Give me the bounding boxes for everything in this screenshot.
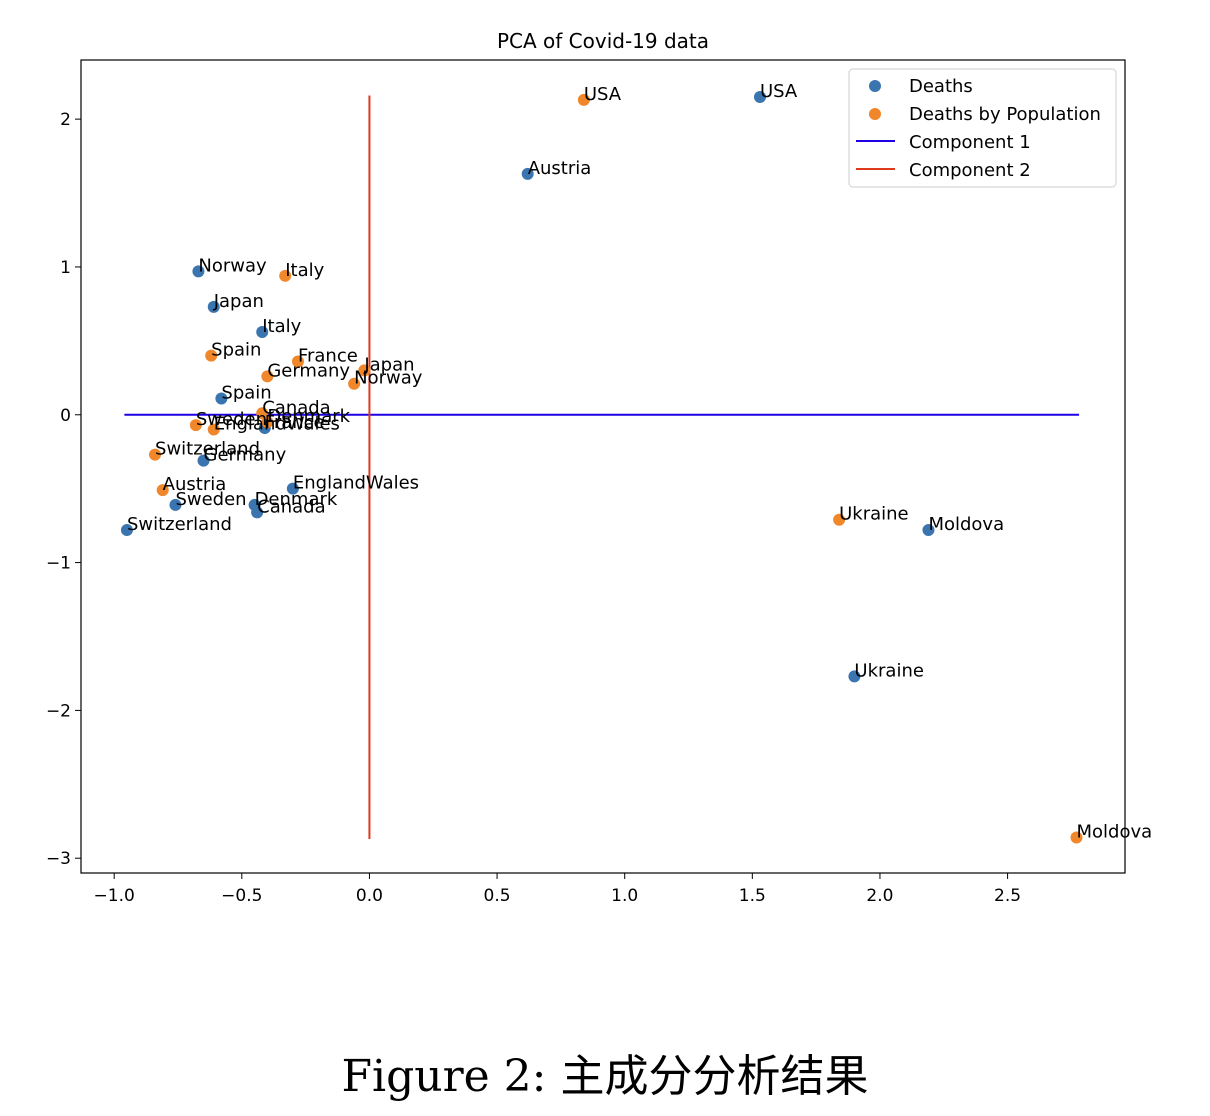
deaths-point-ukraine [848, 670, 861, 683]
deaths-by-population-label-canada: Canada [262, 397, 331, 418]
x-tick-label: 1.5 [739, 886, 766, 906]
deaths-point-austria [521, 167, 534, 180]
deaths-by-population-label-sweden: Sweden [196, 409, 267, 430]
point-labels: USAAustriaNorwayJapanItalySpainFranceGer… [127, 81, 1152, 843]
pca-scatter-chart: PCA of Covid-19 data USAAustriaNorwayJap… [46, 29, 1152, 906]
legend-label-component-2: Component 2 [909, 160, 1031, 181]
deaths-by-population-point-ukraine [833, 513, 846, 526]
legend-marker-deaths-by-population [869, 108, 881, 120]
deaths-point-italy [256, 325, 269, 338]
x-tick-label: 0.0 [356, 886, 383, 906]
x-tick-label: −1.0 [94, 886, 135, 906]
deaths-by-population-label-austria: Austria [163, 474, 227, 495]
deaths-label-usa: USA [760, 81, 798, 102]
legend-label-component-1: Component 1 [909, 132, 1031, 153]
deaths-label-italy: Italy [262, 316, 301, 337]
data-points [120, 90, 1083, 844]
deaths-label-japan: Japan [213, 291, 264, 312]
deaths-label-denmark: Denmark [255, 489, 338, 510]
deaths-label-moldova: Moldova [928, 514, 1004, 535]
deaths-label-canada: Canada [257, 496, 326, 517]
deaths-label-norway: Norway [198, 255, 267, 276]
deaths-point-japan [207, 300, 220, 313]
deaths-point-usa [753, 90, 766, 103]
y-tick-label: 1 [60, 258, 71, 278]
deaths-by-population-point-japan [358, 364, 371, 377]
x-tick-label: 0.5 [484, 886, 511, 906]
deaths-by-population-point-usa [577, 93, 590, 106]
x-tick-label: 1.0 [611, 886, 638, 906]
legend-label-deaths: Deaths [909, 76, 973, 97]
x-tick-label: 2.0 [866, 886, 893, 906]
legend-box [848, 68, 1117, 188]
deaths-point-spain [215, 392, 228, 405]
legend-label-deaths-by-population: Deaths by Population [909, 104, 1101, 125]
deaths-by-population-label-usa: USA [584, 84, 622, 105]
figure-caption: Figure 2: 主成分分析结果 [341, 1051, 869, 1102]
deaths-by-population-point-canada [256, 407, 269, 420]
y-tick-label: 0 [60, 406, 71, 426]
deaths-by-population-point-france [291, 355, 304, 368]
deaths-point-canada [251, 506, 264, 519]
deaths-point-switzerland [120, 524, 133, 537]
deaths-label-sweden: Sweden [175, 489, 246, 510]
deaths-by-population-point-spain [205, 349, 218, 362]
deaths-point-sweden [169, 498, 182, 511]
deaths-label-austria: Austria [528, 158, 592, 179]
deaths-by-population-point-sweden [189, 419, 202, 432]
deaths-by-population-point-norway [348, 377, 361, 390]
deaths-by-population-label-ukraine: Ukraine [839, 504, 909, 525]
deaths-by-population-point-englandwales [207, 423, 220, 436]
deaths-point-norway [192, 265, 205, 278]
deaths-by-population-point-austria [156, 484, 169, 497]
deaths-by-population-point-denmark [261, 416, 274, 429]
component-lines [124, 95, 1080, 840]
y-tick-label: 2 [60, 110, 71, 130]
x-tick-label: 2.5 [994, 886, 1021, 906]
deaths-point-moldova [922, 524, 935, 537]
deaths-by-population-point-germany [261, 370, 274, 383]
deaths-by-population-label-italy: Italy [285, 260, 324, 281]
deaths-label-spain: Spain [221, 383, 271, 404]
deaths-by-population-label-france: France [298, 346, 358, 367]
deaths-point-germany [197, 454, 210, 467]
y-tick-label: −2 [46, 701, 71, 721]
plot-area [80, 59, 1126, 874]
y-tick-label: −1 [46, 554, 71, 574]
deaths-by-population-point-italy [279, 269, 292, 282]
deaths-by-population-label-denmark: Denmark [267, 406, 350, 427]
deaths-label-france: France [265, 412, 325, 433]
deaths-by-population-label-japan: Japan [363, 354, 414, 375]
deaths-by-population-label-germany: Germany [267, 360, 350, 381]
deaths-by-population-point-moldova [1070, 831, 1083, 844]
deaths-by-population-label-norway: Norway [354, 368, 423, 389]
deaths-point-englandwales [286, 482, 299, 495]
deaths-by-population-label-moldova: Moldova [1077, 822, 1153, 843]
y-tick-label: −3 [46, 849, 71, 869]
deaths-label-germany: Germany [204, 445, 287, 466]
deaths-by-population-label-englandwales: EnglandWales [214, 414, 340, 435]
deaths-by-population-label-spain: Spain [211, 340, 261, 361]
legend: Deaths Deaths by Population Component 1 … [848, 68, 1117, 188]
legend-marker-deaths [869, 80, 881, 92]
chart-title: PCA of Covid-19 data [497, 29, 709, 53]
deaths-label-switzerland: Switzerland [127, 514, 232, 535]
x-tick-label: −0.5 [221, 886, 262, 906]
deaths-by-population-point-switzerland [149, 448, 162, 461]
deaths-label-englandwales: EnglandWales [293, 473, 419, 494]
deaths-by-population-label-switzerland: Switzerland [155, 439, 260, 460]
x-axis: −1.0 −0.5 0.0 0.5 1.0 1.5 2.0 2.5 [94, 873, 1021, 906]
y-axis: −3 −2 −1 0 1 2 [46, 110, 81, 869]
deaths-label-ukraine: Ukraine [854, 660, 924, 681]
